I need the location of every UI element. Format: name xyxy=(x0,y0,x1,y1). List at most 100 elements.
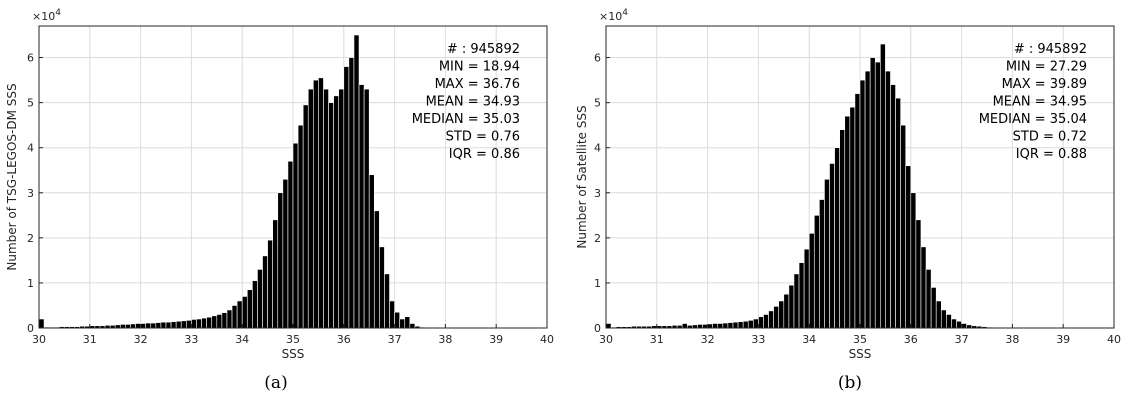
x-tick-label: 34 xyxy=(802,333,816,346)
histogram-bar xyxy=(819,199,825,329)
x-tick-label: 35 xyxy=(286,333,300,346)
x-tick-label: 32 xyxy=(134,333,148,346)
histogram-bar xyxy=(763,314,769,329)
y-tick-label: 3 xyxy=(27,187,34,200)
histogram-bar xyxy=(267,239,273,329)
histogram-bar xyxy=(829,163,835,329)
histogram-bar xyxy=(170,321,177,329)
histogram-bar xyxy=(727,322,734,329)
x-tick-label: 39 xyxy=(489,333,503,346)
x-tick-label: 38 xyxy=(438,333,452,346)
histogram-bar xyxy=(813,215,820,329)
x-tick-label: 31 xyxy=(650,333,664,346)
x-tick-label: 36 xyxy=(337,333,351,346)
histogram-bar xyxy=(262,255,268,329)
x-tick-label: 31 xyxy=(83,333,97,346)
histogram-bar xyxy=(201,317,207,329)
histogram-bar xyxy=(313,79,319,329)
histogram-bar xyxy=(211,315,218,329)
y-exponent-label: ×104 xyxy=(32,8,61,23)
histogram-bar xyxy=(859,79,866,329)
y-exponent-power: 4 xyxy=(55,8,61,18)
stat-key: IQR = xyxy=(449,147,491,162)
stat-key: MEAN = xyxy=(426,95,483,110)
y-tick-label: 3 xyxy=(594,187,601,200)
y-axis-label: Number of TSG-LEGOS-DM SSS xyxy=(5,83,19,270)
histogram-bar xyxy=(798,262,805,329)
histogram-bar xyxy=(333,95,340,329)
stat-line: MEDIAN = 35.03 xyxy=(412,112,520,127)
histogram-bar xyxy=(839,129,846,329)
y-tick-label: 0 xyxy=(27,322,34,335)
y-tick-label: 5 xyxy=(27,97,34,110)
x-tick-label: 33 xyxy=(184,333,198,346)
histogram-bar xyxy=(125,324,131,329)
x-tick-label: 40 xyxy=(540,333,554,346)
histogram-bar xyxy=(323,88,329,329)
stat-line: IQR = 0.86 xyxy=(449,147,520,162)
histogram-bar xyxy=(773,306,780,329)
histogram-bar xyxy=(130,323,136,329)
stat-value: 34.93 xyxy=(483,95,520,110)
histogram-bar xyxy=(844,115,851,329)
y-tick-label: 0 xyxy=(594,322,601,335)
y-tick-label: 6 xyxy=(594,52,601,65)
histogram-bar xyxy=(935,300,942,329)
y-tick-label: 5 xyxy=(594,97,601,110)
histogram-bar xyxy=(880,43,886,329)
stat-line: MEAN = 34.95 xyxy=(993,95,1087,110)
histogram-bar xyxy=(216,314,223,329)
histogram-bar xyxy=(368,174,375,329)
histogram-bar xyxy=(180,320,187,329)
histogram-bar xyxy=(221,312,228,329)
stat-line: MIN = 18.94 xyxy=(439,60,520,75)
histogram-bar xyxy=(282,178,289,329)
y-tick-label: 2 xyxy=(27,232,34,245)
histogram-bar xyxy=(869,57,876,329)
histogram-bar xyxy=(384,273,390,329)
histogram-bar xyxy=(241,296,248,329)
x-tick-label: 38 xyxy=(1005,333,1019,346)
stat-value: 36.76 xyxy=(483,77,520,92)
histogram-bar xyxy=(404,316,411,329)
stat-value: 35.03 xyxy=(483,112,520,127)
histogram-bar xyxy=(707,323,713,329)
histogram-bar xyxy=(363,88,370,329)
histogram-bar xyxy=(681,323,688,329)
histogram-bar xyxy=(824,178,830,329)
histogram-bar xyxy=(145,322,152,329)
stat-line: MAX = 36.76 xyxy=(435,77,520,92)
histogram-bar xyxy=(379,246,385,329)
histogram-bar xyxy=(732,321,739,329)
y-tick-label: 1 xyxy=(594,277,601,290)
histogram-bar xyxy=(307,88,314,329)
stat-key: # : xyxy=(447,42,471,57)
histogram-bar xyxy=(353,34,360,329)
histogram-bar xyxy=(930,287,937,329)
histogram-bar xyxy=(905,165,912,329)
histogram-bar xyxy=(409,323,416,329)
histogram-bar xyxy=(196,318,202,329)
histogram-bar xyxy=(231,305,238,329)
histogram-bar xyxy=(399,318,406,329)
histogram-bar xyxy=(297,124,304,329)
histogram-bar xyxy=(191,319,197,329)
histogram-bar xyxy=(38,318,45,329)
stat-key: STD = xyxy=(446,130,491,145)
histogram-bar xyxy=(925,269,932,329)
stat-key: MEDIAN = xyxy=(412,112,483,127)
histogram-bar xyxy=(373,210,380,329)
x-axis-label: SSS xyxy=(849,347,872,361)
histogram-bar xyxy=(186,320,192,329)
histogram-bar xyxy=(722,322,729,329)
histogram-bar xyxy=(252,280,258,329)
histogram-bar xyxy=(175,320,182,329)
histogram-bar xyxy=(206,316,213,329)
stat-value: 0.86 xyxy=(491,147,520,162)
stat-value: 0.88 xyxy=(1058,147,1087,162)
y-tick-label: 4 xyxy=(27,142,34,155)
x-tick-label: 33 xyxy=(751,333,765,346)
histogram-bar xyxy=(302,104,309,329)
stat-value: 945892 xyxy=(470,42,520,57)
histogram-bar xyxy=(712,323,719,329)
